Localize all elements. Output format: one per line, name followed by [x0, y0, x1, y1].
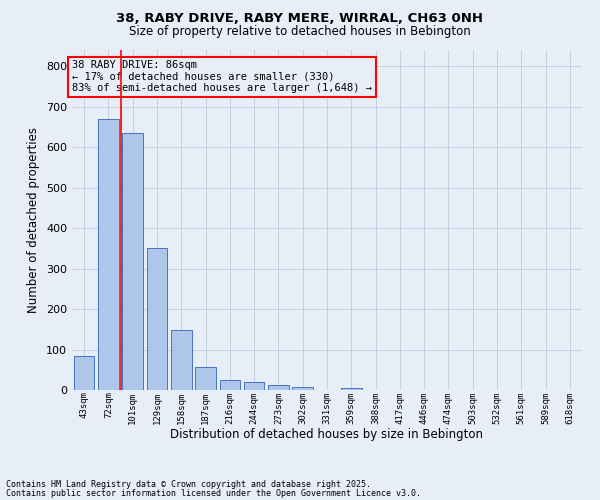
Bar	[292, 387, 313, 390]
Bar	[122, 133, 143, 390]
Bar	[74, 356, 94, 390]
Bar	[195, 366, 216, 390]
Bar	[98, 119, 119, 390]
Text: Size of property relative to detached houses in Bebington: Size of property relative to detached ho…	[129, 25, 471, 38]
Bar	[146, 248, 167, 390]
Text: Contains public sector information licensed under the Open Government Licence v3: Contains public sector information licen…	[6, 488, 421, 498]
Y-axis label: Number of detached properties: Number of detached properties	[28, 127, 40, 313]
Bar	[341, 388, 362, 390]
Bar	[268, 384, 289, 390]
Text: Contains HM Land Registry data © Crown copyright and database right 2025.: Contains HM Land Registry data © Crown c…	[6, 480, 371, 489]
X-axis label: Distribution of detached houses by size in Bebington: Distribution of detached houses by size …	[170, 428, 484, 441]
Text: 38, RABY DRIVE, RABY MERE, WIRRAL, CH63 0NH: 38, RABY DRIVE, RABY MERE, WIRRAL, CH63 …	[116, 12, 484, 26]
Bar	[171, 330, 191, 390]
Text: 38 RABY DRIVE: 86sqm
← 17% of detached houses are smaller (330)
83% of semi-deta: 38 RABY DRIVE: 86sqm ← 17% of detached h…	[72, 60, 372, 94]
Bar	[244, 382, 265, 390]
Bar	[220, 380, 240, 390]
